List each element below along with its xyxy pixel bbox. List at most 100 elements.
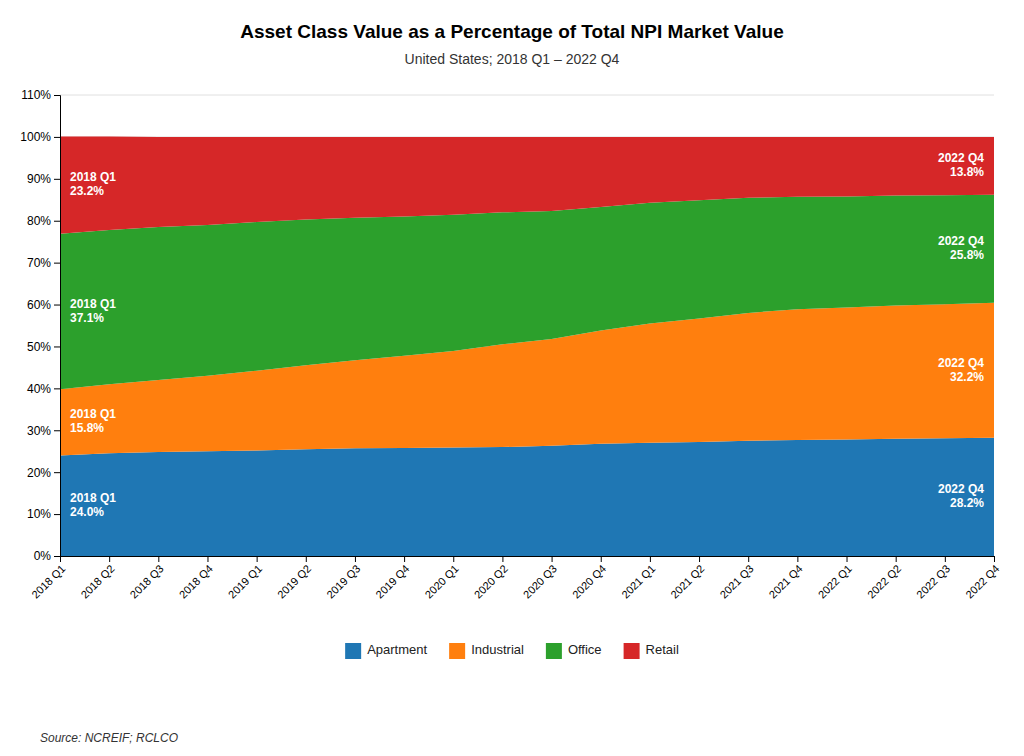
x-tick-mark <box>355 556 356 562</box>
x-tick-label: 2019 Q4 <box>373 562 411 600</box>
x-tick-mark <box>257 556 258 562</box>
legend-label: Industrial <box>471 642 524 657</box>
y-tick-mark <box>54 305 60 306</box>
x-tick: 2018 Q3 <box>127 556 165 601</box>
x-tick-label: 2019 Q3 <box>324 562 362 600</box>
x-tick-label: 2018 Q4 <box>177 562 215 600</box>
y-tick-label: 10% <box>27 507 51 521</box>
y-tick-mark <box>54 95 60 96</box>
x-tick-mark <box>847 556 848 562</box>
x-tick-label: 2021 Q4 <box>767 562 805 600</box>
annotation: 2018 Q137.1% <box>70 297 116 325</box>
annotation: 2018 Q123.2% <box>70 170 116 198</box>
x-tick-mark <box>453 556 454 562</box>
title: Asset Class Value as a Percentage of Tot… <box>240 21 784 42</box>
x-tick: 2018 Q4 <box>177 556 215 601</box>
x-tick: 2021 Q2 <box>668 556 706 601</box>
y-tick-label: 100% <box>20 130 51 144</box>
x-tick-label: 2018 Q2 <box>78 562 116 600</box>
y-tick-label: 60% <box>27 298 51 312</box>
x-tick-mark <box>158 556 159 562</box>
x-tick: 2020 Q2 <box>472 556 510 601</box>
y-tick-mark <box>54 221 60 222</box>
y-tick-label: 110% <box>21 88 51 102</box>
y-tick-label: 50% <box>27 340 51 354</box>
legend-swatch <box>345 643 361 659</box>
x-tick-label: 2020 Q1 <box>422 562 460 600</box>
y-tick-label: 90% <box>27 172 51 186</box>
legend-item: Apartment <box>345 642 427 659</box>
x-tick: 2020 Q1 <box>422 556 460 601</box>
x-tick: 2021 Q3 <box>717 556 755 601</box>
x-tick-label: 2022 Q2 <box>865 562 903 600</box>
x-tick-label: 2018 Q1 <box>29 562 67 600</box>
x-tick-label: 2020 Q2 <box>472 562 510 600</box>
area <box>60 136 994 233</box>
legend-swatch <box>546 643 562 659</box>
x-tick-mark <box>502 556 503 562</box>
x-axis-line <box>61 557 995 563</box>
y-tick-label: 40% <box>27 382 51 396</box>
grid-line <box>60 95 994 96</box>
annotation: 2022 Q413.8% <box>938 151 984 179</box>
x-tick-mark <box>650 556 651 562</box>
annotation: 2022 Q428.2% <box>938 482 984 510</box>
x-tick: 2022 Q4 <box>963 556 1001 601</box>
legend-label: Apartment <box>367 642 427 657</box>
legend-item: Industrial <box>449 642 524 659</box>
y-tick-label: 80% <box>27 214 51 228</box>
annotation: 2022 Q425.8% <box>938 234 984 262</box>
y-tick-mark <box>54 472 60 473</box>
x-tick-label: 2021 Q3 <box>717 562 755 600</box>
annotation: 2018 Q124.0% <box>70 491 116 519</box>
x-axis: 2018 Q1 2018 Q2 2018 Q3 2018 Q4 2019 Q1 2019 … <box>29 556 1001 601</box>
y-tick: 30% <box>27 424 60 438</box>
x-tick-mark <box>60 556 61 562</box>
x-tick-mark <box>306 556 307 562</box>
y-tick: 70% <box>27 256 60 270</box>
x-tick-mark <box>797 556 798 562</box>
y-tick-mark <box>54 263 60 264</box>
x-tick-mark <box>552 556 553 562</box>
legend-swatch <box>624 643 640 659</box>
legend-swatch <box>449 643 465 659</box>
x-tick-label: 2019 Q2 <box>275 562 313 600</box>
y-tick-mark <box>54 556 60 557</box>
y-tick-label: 30% <box>27 424 51 438</box>
annotations: 2018 Q124.0% 2018 Q115.8% 2018 Q137.1% 2018… <box>70 151 984 519</box>
legend: Apartment Industrial Office Retail <box>345 642 679 659</box>
x-tick-mark <box>207 556 208 562</box>
x-tick-label: 2019 Q1 <box>226 562 264 600</box>
x-tick-mark <box>404 556 405 562</box>
x-tick-label: 2018 Q3 <box>127 562 165 600</box>
x-tick-mark <box>601 556 602 562</box>
source: Source: NCREIF; RCLCO <box>40 731 178 745</box>
legend-item: Office <box>546 642 602 659</box>
annotation: 2018 Q115.8% <box>70 407 116 435</box>
x-tick: 2018 Q2 <box>78 556 116 601</box>
subtitle: United States; 2018 Q1 – 2022 Q4 <box>405 51 620 67</box>
y-tick-mark <box>54 346 60 347</box>
y-tick: 110% <box>21 88 60 102</box>
x-tick-label: 2020 Q3 <box>521 562 559 600</box>
chart: Asset Class Value as a Percentage of Tot… <box>0 0 1024 756</box>
annotation: 2022 Q432.2% <box>938 356 984 384</box>
x-tick-label: 2020 Q4 <box>570 562 608 600</box>
x-tick: 2019 Q4 <box>373 556 411 601</box>
y-tick-mark <box>54 388 60 389</box>
x-tick: 2019 Q2 <box>275 556 313 601</box>
x-tick: 2022 Q2 <box>865 556 903 601</box>
y-tick: 80% <box>27 214 60 228</box>
legend-item: Retail <box>624 642 679 659</box>
x-tick: 2019 Q1 <box>226 556 264 601</box>
y-tick: 0% <box>34 549 60 563</box>
y-tick: 20% <box>27 466 60 480</box>
x-tick-label: 2021 Q2 <box>668 562 706 600</box>
grid <box>60 95 994 556</box>
y-axis: 0% 10% 20% 30% 40% 50% 60% 70% 80% 90% 100% 110% <box>20 88 60 563</box>
x-tick-label: 2022 Q3 <box>914 562 952 600</box>
x-tick: 2018 Q1 <box>29 556 67 601</box>
y-axis-line <box>54 96 61 557</box>
x-tick-mark <box>994 556 995 562</box>
x-tick-mark <box>109 556 110 562</box>
